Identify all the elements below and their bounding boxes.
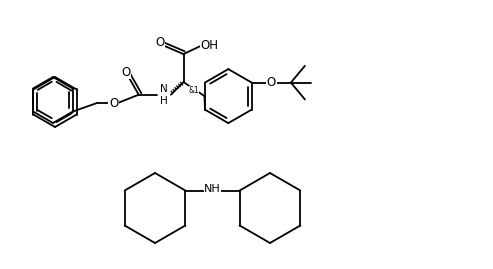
- Text: NH: NH: [204, 183, 221, 193]
- Text: N
H: N H: [160, 84, 168, 105]
- Text: O: O: [155, 36, 165, 49]
- Text: O: O: [109, 97, 118, 109]
- Text: &1: &1: [188, 86, 199, 95]
- Text: OH: OH: [200, 39, 218, 52]
- Text: O: O: [121, 66, 130, 79]
- Text: O: O: [267, 76, 276, 89]
